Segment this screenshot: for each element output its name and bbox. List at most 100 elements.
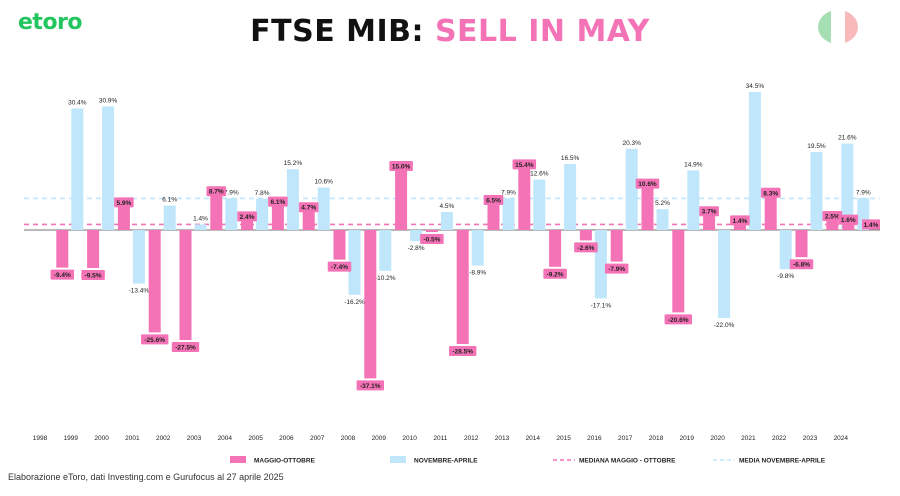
x-tick-label: 2001: [125, 435, 140, 442]
data-label-may-oct: 1.6%: [841, 217, 856, 224]
data-label-bg-may-oct: [699, 206, 719, 217]
bar-may-oct: [795, 230, 808, 258]
data-label-bg-may-oct: [298, 202, 319, 213]
data-label-nov-apr: -8.9%: [469, 270, 486, 277]
data-label-bg-may-oct: [420, 234, 444, 244]
bar-may-oct: [703, 215, 716, 230]
x-tick-label: 2013: [495, 435, 510, 442]
data-label-nov-apr: -13.4%: [129, 288, 150, 295]
etoro-logo: etoro: [18, 10, 83, 35]
title-part-1: FTSE MIB:: [250, 14, 435, 49]
bar-nov-apr: [440, 212, 453, 230]
data-label-bg-may-oct: [389, 161, 413, 171]
italy-flag-icon: [818, 10, 858, 44]
data-label-nov-apr: -17.1%: [591, 302, 612, 309]
data-label-may-oct: 15.0%: [392, 164, 411, 171]
x-tick-label: 1999: [64, 435, 79, 442]
bar-nov-apr: [379, 230, 392, 271]
data-label-nov-apr: -22.0%: [714, 322, 735, 329]
data-label-bg-may-oct: [81, 270, 105, 280]
bar-nov-apr: [533, 179, 546, 230]
data-label-may-oct: 2.5%: [825, 214, 840, 221]
bar-nov-apr: [163, 205, 176, 230]
bar-may-oct: [241, 220, 254, 230]
bar-may-oct: [56, 230, 69, 268]
data-label-may-oct: -7.4%: [331, 264, 348, 271]
bar-nov-apr: [841, 143, 854, 230]
flag-white-stripe: [831, 10, 845, 44]
median-label-bg: [862, 219, 880, 230]
bar-nov-apr: [317, 187, 330, 230]
data-label-may-oct: 8.7%: [209, 189, 224, 196]
bar-nov-apr: [656, 209, 669, 230]
bar-nov-apr: [132, 230, 145, 284]
x-tick-label: 2023: [803, 435, 818, 442]
data-label-may-oct: 1.4%: [732, 218, 747, 225]
chart-title: FTSE MIB: SELL IN MAY: [0, 14, 900, 49]
flag-green-stripe: [818, 10, 832, 44]
bar-may-oct: [456, 230, 469, 344]
data-label-nov-apr: 7.9%: [501, 189, 516, 196]
data-label-bg-may-oct: [171, 342, 200, 352]
x-tick-label: 2022: [772, 435, 787, 442]
bar-may-oct: [672, 230, 685, 313]
data-label-bg-may-oct: [356, 380, 384, 391]
bar-chart: 30.4% 30.9% -13.4% 6.1% 1.4% 7.9% 7.8% 15.2% 10.…: [24, 83, 880, 465]
bar-may-oct: [764, 196, 777, 230]
data-label-bg-may-oct: [512, 159, 537, 170]
x-tick-label: 2024: [834, 435, 849, 442]
data-label-bg-may-oct: [483, 195, 504, 205]
data-label-bg-may-oct: [664, 314, 692, 325]
x-tick-label: 2008: [341, 435, 356, 442]
data-label-nov-apr: 7.9%: [224, 189, 239, 196]
data-label-may-oct: -7.9%: [608, 266, 625, 273]
data-label-nov-apr: 10.6%: [314, 179, 333, 186]
data-label-may-oct: -28.5%: [452, 349, 473, 356]
legend-label: MEDIA NOVEMBRE-APRILE: [739, 458, 826, 465]
data-label-may-oct: -6.8%: [793, 262, 810, 269]
data-label-nov-apr: 30.9%: [99, 97, 118, 104]
data-label-bg-may-oct: [327, 261, 352, 272]
x-tick-label: 1998: [33, 435, 48, 442]
bar-may-oct: [87, 230, 100, 268]
legend-label: MEDIANA MAGGIO - OTTOBRE: [579, 458, 676, 465]
x-tick-label: 2020: [710, 435, 725, 442]
data-label-nov-apr: 16.5%: [561, 155, 580, 162]
bar-nov-apr: [564, 164, 577, 230]
bar-may-oct: [579, 230, 592, 241]
x-tick-label: 2003: [187, 435, 202, 442]
bar-may-oct: [395, 170, 408, 230]
data-label-may-oct: -27.5%: [175, 345, 196, 352]
legend-swatch: [230, 456, 246, 463]
data-label-bg-may-oct: [543, 268, 567, 279]
data-label-may-oct: 6.5%: [486, 198, 501, 205]
bar-may-oct: [826, 220, 839, 230]
x-tick-label: 2014: [526, 435, 541, 442]
data-label-bg-may-oct: [760, 187, 781, 198]
x-tick-label: 2006: [279, 435, 294, 442]
bar-may-oct: [733, 224, 746, 230]
data-label-bg-may-oct: [141, 334, 169, 345]
bar-nov-apr: [810, 152, 823, 230]
bar-may-oct: [364, 230, 377, 379]
bar-may-oct: [641, 187, 654, 230]
bar-nov-apr: [194, 224, 207, 230]
data-label-bg-may-oct: [730, 215, 750, 226]
bar-nov-apr: [594, 230, 607, 299]
data-label-nov-apr: 34.5%: [746, 83, 765, 90]
data-label-nov-apr: -2.8%: [408, 245, 425, 252]
data-label-may-oct: 10.6%: [638, 181, 657, 188]
data-label-may-oct: -0.5%: [423, 237, 440, 244]
data-label-nov-apr: 12.6%: [530, 171, 549, 178]
data-label-nov-apr: 7.8%: [255, 190, 270, 197]
x-tick-label: 2009: [372, 435, 387, 442]
x-tick-label: 2004: [218, 435, 233, 442]
data-label-may-oct: -9.2%: [547, 271, 564, 278]
bar-nov-apr: [102, 106, 115, 230]
data-label-bg-may-oct: [449, 346, 477, 356]
data-label-may-oct: 3.7%: [702, 209, 717, 216]
x-tick-label: 2011: [433, 435, 447, 442]
bar-may-oct: [425, 230, 438, 232]
x-tick-label: 2017: [618, 435, 633, 442]
bar-may-oct: [518, 168, 531, 230]
